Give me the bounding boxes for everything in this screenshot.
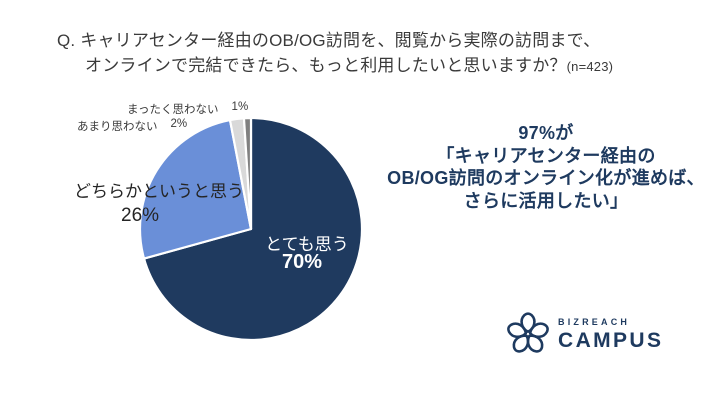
pie-slice-3 (242, 116, 253, 231)
pie-label-amari-pct: 2% (170, 118, 188, 130)
callout-line1: 97%が (518, 123, 574, 143)
pie-label-amari-text: あまり思わない (77, 121, 158, 133)
brand-logo: BIZREACH CAMPUS (506, 312, 663, 356)
pie-slice-0 (142, 116, 364, 342)
pie-label-dochiraka-pct: 26% (121, 205, 160, 226)
sample-size: (n=423) (566, 59, 614, 74)
question-line2-text: オンラインで完結できたら、もっと利用したいと思いますか？ (85, 56, 567, 75)
question-line2: オンラインで完結できたら、もっと利用したいと思いますか？(n=423) (57, 53, 613, 79)
pie-label-totemo-pct: 70% (281, 251, 323, 273)
logo-text: BIZREACH CAMPUS (558, 316, 664, 352)
pie-label-mattaku-text: まったく思わない (127, 104, 219, 116)
logo-brand-name: BIZREACH (558, 316, 631, 327)
pie-label-mattaku: まったく思わない 1% (127, 101, 248, 117)
pie-svg (138, 116, 364, 342)
flower-icon (507, 312, 549, 353)
callout-summary: 97%が 「キャリアセンター経由の OB/OG訪問のオンライン化が進めば、 さら… (368, 122, 720, 212)
survey-question: Q. キャリアセンター経由のOB/OG訪問を、閲覧から実際の訪問まで、 オンライ… (57, 28, 613, 79)
callout-line3: OB/OG訪問のオンライン化が進めば、 (387, 168, 705, 188)
pie-label-amari: あまり思わない 2% (77, 118, 187, 134)
callout-line4: さらに活用したい」 (463, 190, 629, 211)
callout-line2: 「キャリアセンター経由の (436, 145, 656, 166)
pie-slice-1 (138, 118, 253, 260)
pie-label-mattaku-pct: 1% (231, 101, 249, 113)
pie-label-dochiraka: どちらかというと思う (74, 182, 244, 201)
pie-label-totemo: とても思う (265, 235, 349, 254)
pie-chart (138, 116, 364, 342)
question-line1: Q. キャリアセンター経由のOB/OG訪問を、閲覧から実際の訪問まで、 (57, 31, 601, 50)
logo-product-name: CAMPUS (558, 328, 664, 352)
